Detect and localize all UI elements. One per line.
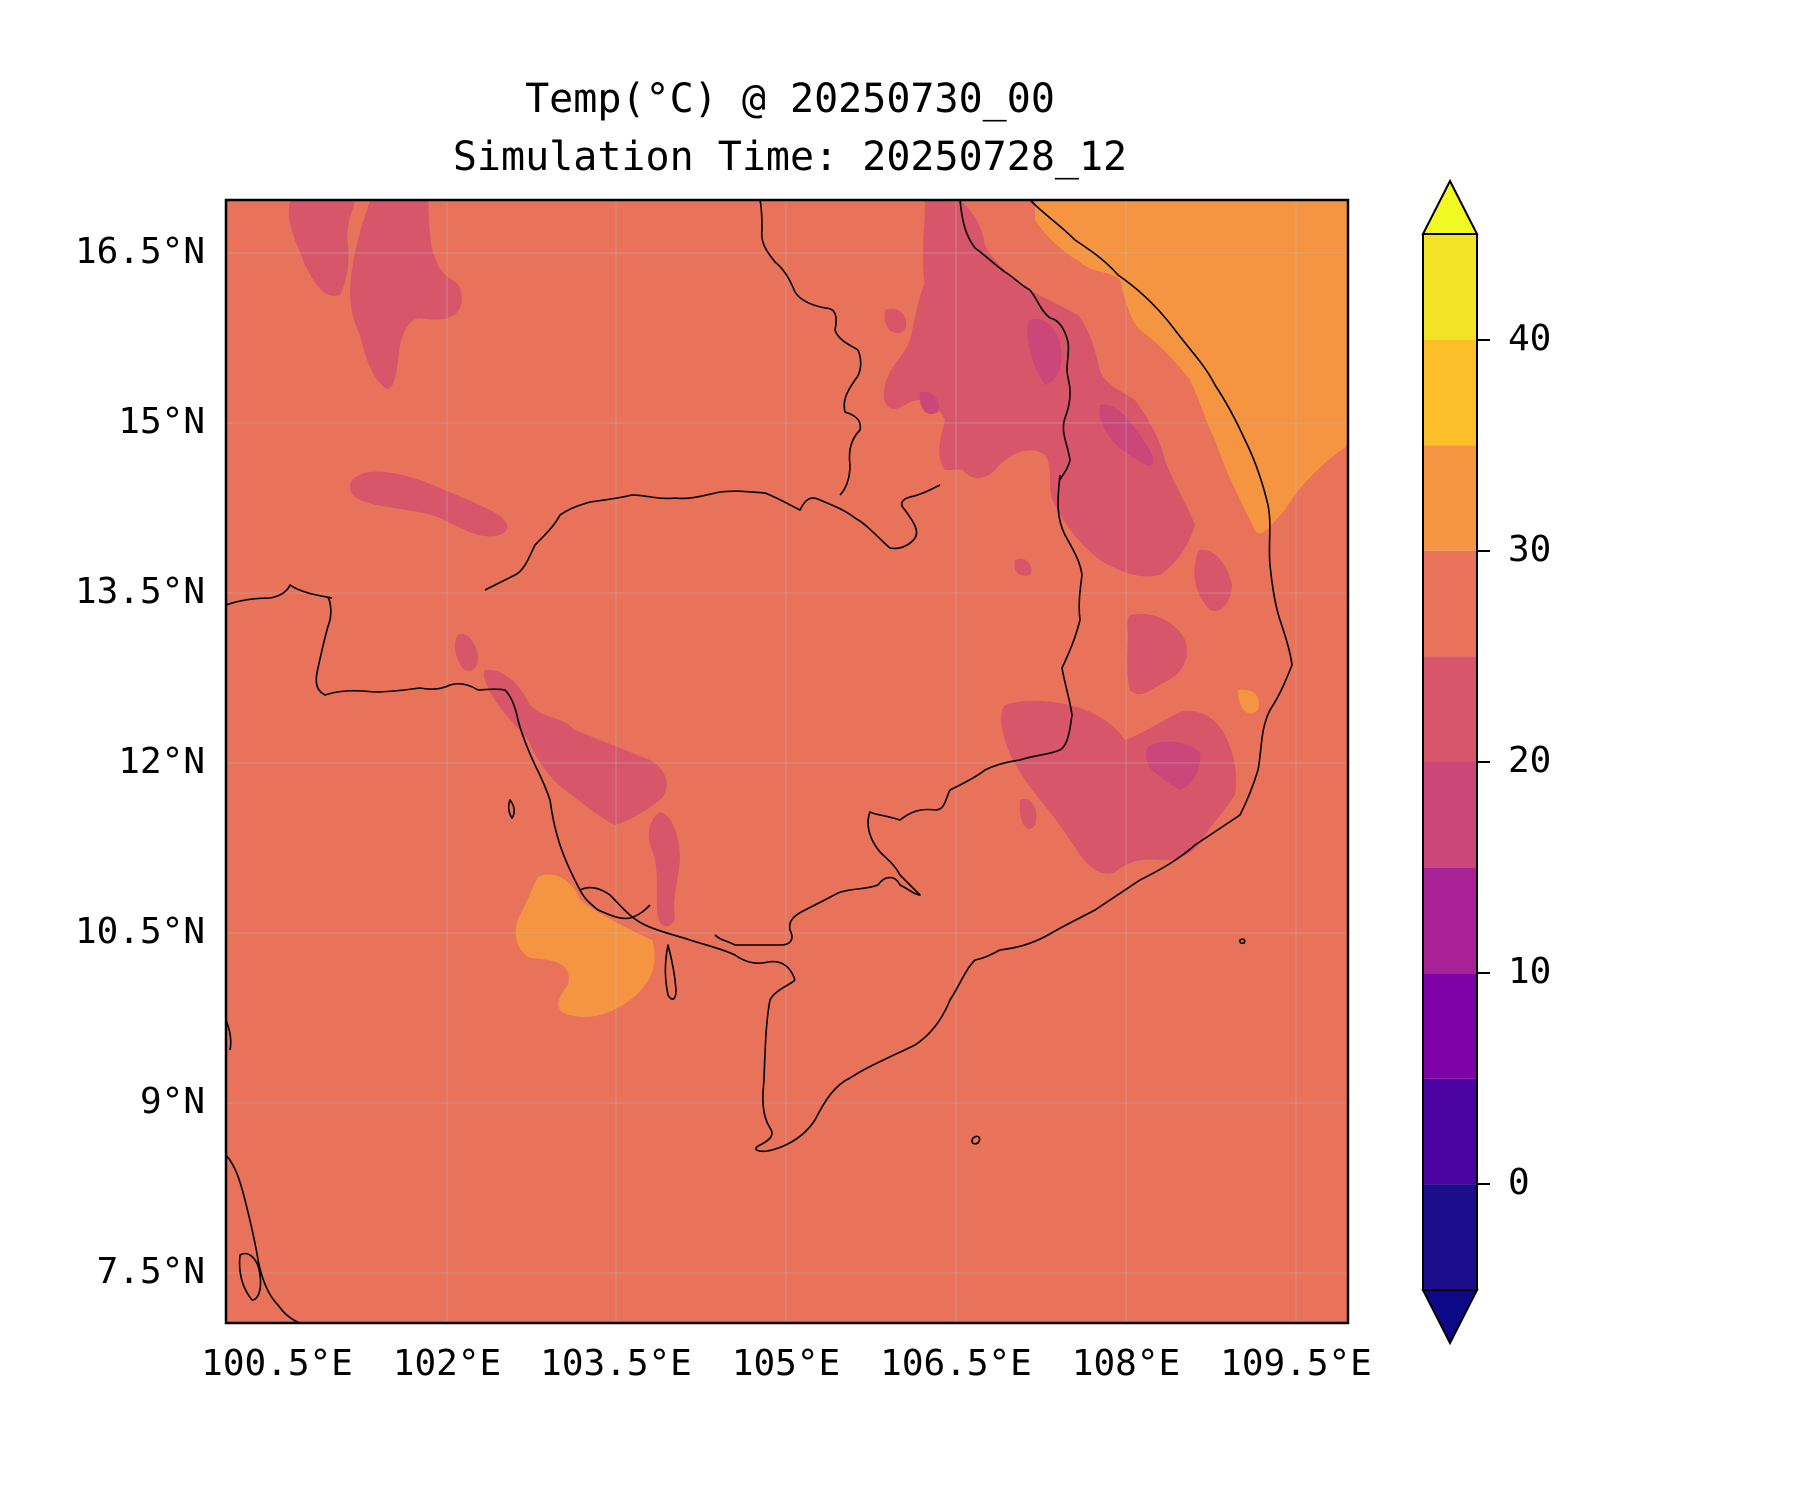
colorbar-segment	[1423, 973, 1477, 1079]
map-title: Temp(°C) @ 20250730_00 Simulation Time: …	[225, 70, 1355, 186]
colorbar-segments	[1423, 234, 1477, 1290]
contour-cold-3	[1146, 741, 1201, 790]
colorbar-tick-label: 30	[1508, 529, 1551, 570]
map-panel: 16.5°N 15°N 13.5°N 12°N 10.5°N 9°N 7.5°N…	[75, 198, 1372, 1384]
lat-axis: 16.5°N 15°N 13.5°N 12°N 10.5°N 9°N 7.5°N	[75, 231, 205, 1292]
island-small-2	[507, 799, 515, 819]
border-thailand-cambodia-north	[226, 584, 333, 606]
title-line-2: Simulation Time: 20250728_12	[452, 134, 1128, 180]
colorbar-segment	[1423, 867, 1477, 974]
contour-cool-west-small	[454, 633, 479, 671]
map-frame	[224, 198, 1350, 1325]
colorbar-segment	[1423, 234, 1477, 340]
lat-tick-label: 9°N	[140, 1081, 205, 1122]
coastline-koh-kong	[579, 889, 651, 920]
coastline-thailand-south	[226, 1154, 301, 1323]
colorbar-segment	[1423, 445, 1477, 551]
coastline-mekong-delta	[755, 949, 1001, 1152]
lat-tick-label: 16.5°N	[75, 231, 205, 272]
contour-cool-small-2	[884, 308, 907, 334]
border-laos-vietnam	[959, 200, 1071, 481]
contour-cool-northwest-b	[350, 200, 462, 389]
colorbar-segment	[1423, 762, 1477, 868]
contour-cool-west-band	[350, 471, 508, 537]
colorbar-tick-label: 10	[1508, 951, 1551, 992]
contour-cool-south-cambodia	[648, 812, 680, 927]
lat-tick-label: 10.5°N	[75, 911, 205, 952]
colorbar-segment	[1423, 656, 1477, 762]
contour-cold-2	[1099, 404, 1154, 466]
colorbar-segment	[1423, 1184, 1477, 1290]
contour-warm-coast	[1238, 689, 1259, 714]
colorbar-ticks	[1477, 339, 1490, 1185]
contour-cool-laos-east	[922, 200, 1195, 577]
lon-tick-label: 105°E	[732, 1343, 840, 1384]
colorbar-extend-top	[1421, 178, 1479, 235]
contour-warm-gulf	[515, 874, 655, 1017]
colorbar-extend-bottom	[1421, 1289, 1479, 1346]
lon-tick-label: 106.5°E	[880, 1343, 1032, 1384]
coastline-vietnam-east	[999, 200, 1293, 951]
contour-cold-1	[1027, 319, 1062, 385]
lon-axis: 100.5°E 102°E 103.5°E 105°E 106.5°E 108°…	[201, 1343, 1372, 1384]
lat-tick-label: 12°N	[118, 741, 205, 782]
temperature-contours	[288, 200, 1348, 1017]
island-con-dao	[971, 1135, 981, 1145]
lon-tick-label: 103.5°E	[540, 1343, 692, 1384]
contour-cool-vietnam-east-a	[1127, 613, 1188, 695]
colorbar-tick-label: 0	[1508, 1162, 1530, 1203]
lat-tick-label: 15°N	[118, 401, 205, 442]
colorbar: 40 30 20 10 0	[1421, 178, 1551, 1346]
contour-cool-vietnam-east-b	[1194, 549, 1232, 611]
gridlines	[226, 200, 1348, 1323]
lat-tick-label: 13.5°N	[75, 571, 205, 612]
colorbar-tick-label: 20	[1508, 740, 1551, 781]
lon-tick-label: 108°E	[1072, 1343, 1180, 1384]
title-line-1: Temp(°C) @ 20250730_00	[525, 76, 1055, 122]
contour-warm-northeast	[1035, 200, 1348, 534]
contour-cold-4	[919, 391, 939, 414]
colorbar-segment	[1423, 339, 1477, 446]
contour-cool-small-1	[1014, 558, 1032, 576]
contour-cool-tonle-sap	[483, 669, 667, 825]
lon-tick-label: 100.5°E	[201, 1343, 353, 1384]
contour-cool-small-3	[1019, 798, 1037, 829]
coastline-thailand-west	[315, 597, 479, 696]
contour-cold-regions	[919, 319, 1201, 790]
border-cambodia-north	[484, 484, 941, 591]
border-thailand-laos	[759, 200, 862, 496]
island-small-1	[238, 1252, 262, 1301]
border-cambodia-east	[714, 474, 1083, 946]
lon-tick-label: 109.5°E	[1220, 1343, 1372, 1384]
lon-tick-label: 102°E	[393, 1343, 501, 1384]
contour-cool-northwest-a	[288, 200, 355, 296]
colorbar-segment	[1423, 550, 1477, 657]
island-phu-quoc	[664, 944, 677, 1000]
colorbar-segment	[1423, 1078, 1477, 1185]
lat-tick-label: 7.5°N	[97, 1251, 205, 1292]
island-small-3	[1238, 938, 1246, 945]
coastlines-and-borders	[226, 200, 1293, 1323]
colorbar-tick-label: 40	[1508, 318, 1551, 359]
